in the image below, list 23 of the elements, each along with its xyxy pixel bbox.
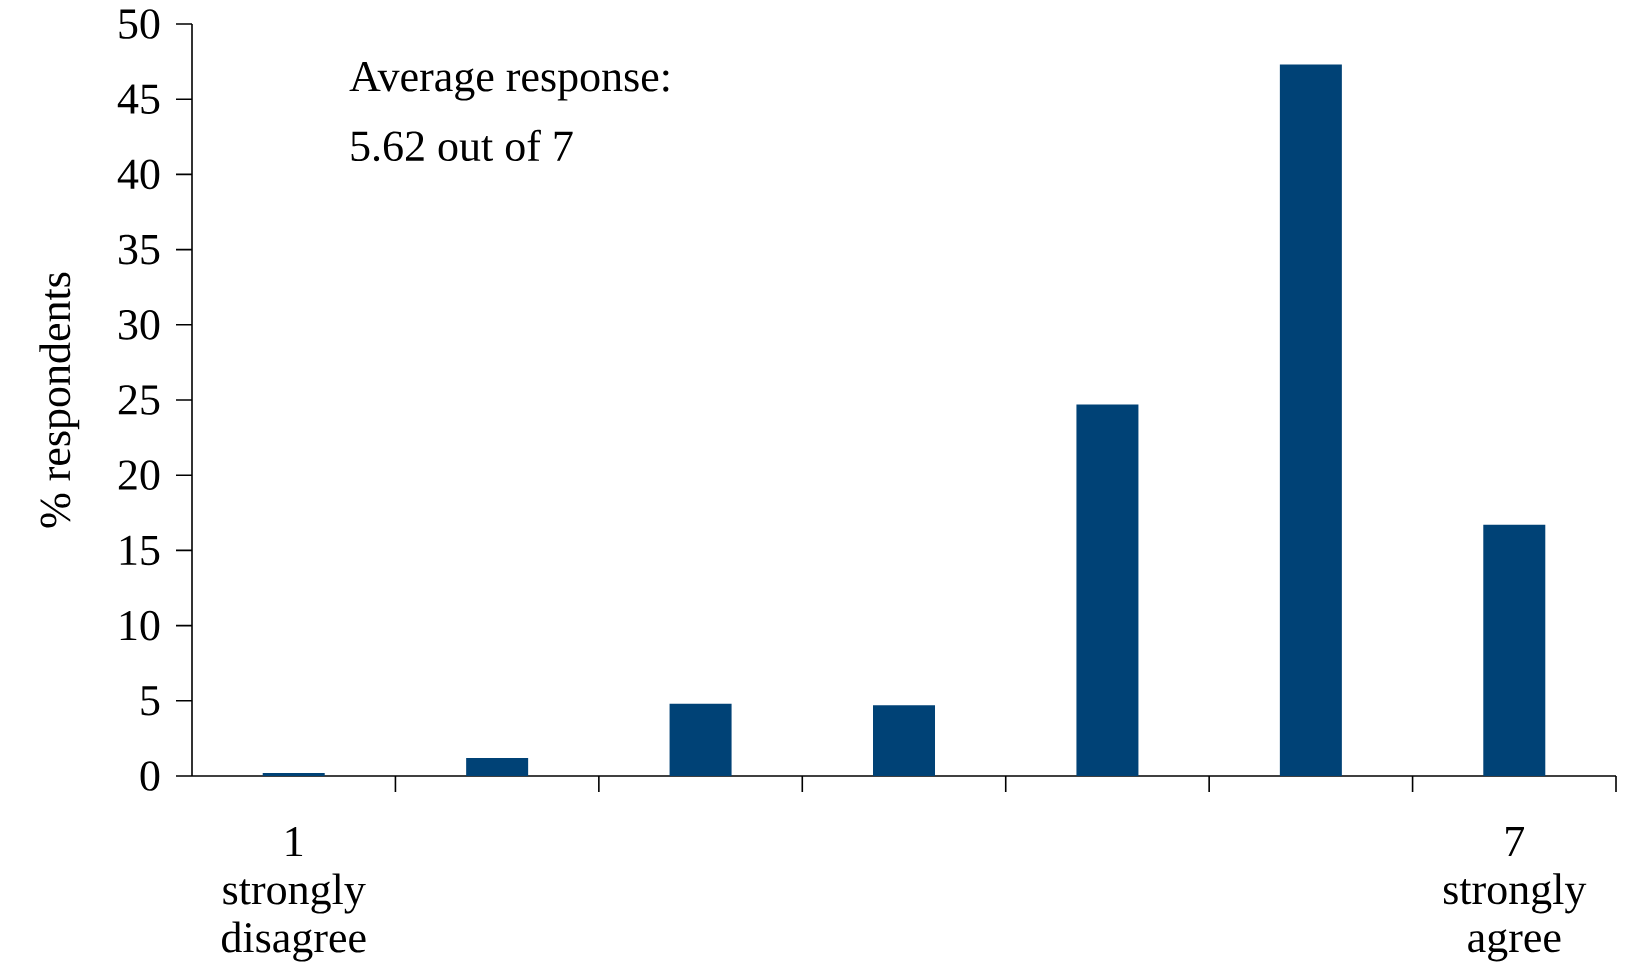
y-tick-label: 25 (118, 385, 160, 415)
y-tick-label: 50 (119, 9, 160, 39)
bar (669, 703, 732, 777)
bar (873, 705, 936, 777)
y-tick-label: 5 (141, 686, 160, 716)
y-tick-label: 35 (119, 234, 160, 265)
bar (1279, 64, 1342, 777)
y-tick-label: 30 (119, 309, 160, 340)
bar (466, 757, 529, 777)
y-axis-title: % respondents (39, 272, 80, 528)
bar (262, 772, 325, 777)
x-tick-label: 7 strongly agree (1444, 827, 1587, 962)
x-tick-label: 1 strongly disagree (222, 827, 366, 962)
y-tick-label: 40 (117, 159, 160, 190)
bar (1483, 524, 1546, 777)
y-tick-label: 45 (117, 84, 160, 114)
y-tick-label: 20 (118, 460, 160, 491)
y-tick-label: 15 (120, 535, 160, 566)
y-tick-label: 10 (120, 610, 160, 641)
y-tick-label: 0 (140, 761, 160, 791)
annotation: Average response: (349, 62, 669, 101)
bar (1076, 404, 1139, 777)
annotation: 5.62 out of 7 (351, 129, 573, 162)
